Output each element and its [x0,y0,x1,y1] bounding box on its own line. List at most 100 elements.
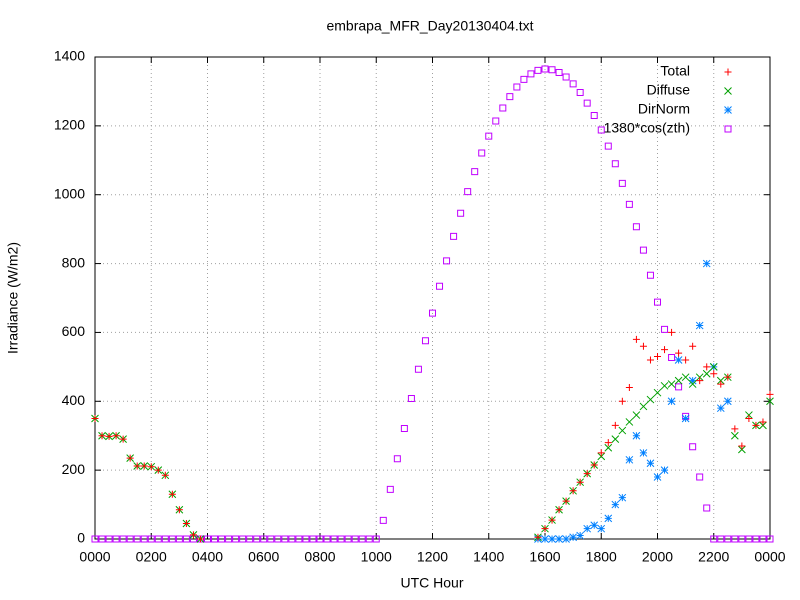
point [126,535,134,543]
point [421,337,429,345]
point [204,535,211,543]
point [724,373,732,381]
point [730,431,739,440]
y-tick-label: 1200 [54,117,85,133]
point [695,321,704,330]
point [639,402,648,411]
point [632,431,641,440]
point [717,380,725,388]
point [723,397,732,406]
point [218,535,226,543]
point [752,421,760,429]
point [429,309,436,317]
x-tick-label: 2000 [642,549,673,565]
point [716,404,725,413]
point [126,454,134,462]
point [766,397,774,406]
point [105,432,113,440]
point [569,487,577,495]
point [527,70,535,78]
point [541,65,549,73]
point [548,535,556,543]
point [639,246,647,254]
x-tick-label: 2200 [698,549,729,565]
x-tick-label: 1400 [473,549,504,565]
legend-label: Diffuse [647,82,691,98]
point [140,535,148,543]
point [344,535,352,543]
point [569,80,577,88]
point [548,516,556,524]
legend-label: Total [660,63,690,79]
point [464,188,472,196]
point [646,271,654,279]
point [98,432,106,440]
point [618,179,626,187]
point [689,342,697,350]
point [555,506,563,514]
point [583,470,591,478]
point [337,535,345,543]
x-tick-label: 1000 [361,549,392,565]
point [372,535,380,543]
point [632,411,641,419]
y-tick-label: 1400 [54,48,85,64]
point [618,426,627,435]
point [688,380,697,388]
point [91,415,99,422]
point [112,432,120,440]
point [133,535,141,543]
point [702,259,711,268]
point [654,353,661,361]
point [689,443,697,451]
point [330,535,338,543]
point [703,504,711,512]
point [724,535,732,543]
y-tick-label: 200 [62,461,86,477]
point [393,455,401,463]
point [576,531,585,540]
point [534,66,542,74]
legend-label: DirNorm [638,101,690,117]
point [702,369,711,378]
point [133,462,141,470]
point [696,473,704,481]
y-axis-label: Irradiance (W/m2) [5,242,21,354]
point [309,535,317,543]
x-tick-label: 0800 [304,549,335,565]
point [358,535,366,543]
point [112,535,120,543]
point [688,376,697,385]
point [590,461,598,469]
point [154,466,162,474]
point [710,370,718,378]
point [597,524,606,533]
point [604,439,612,447]
point [316,535,324,543]
x-tick-label: 0000 [754,549,785,565]
point [646,356,654,364]
legend-label: 1380*cos(zth) [604,120,690,136]
point [668,354,676,362]
legend-marker [724,106,732,114]
point [576,478,584,486]
y-tick-label: 1000 [54,185,85,201]
point [555,68,563,76]
point [660,381,669,390]
plot-border [94,56,771,540]
point [457,209,465,217]
x-tick-label: 0200 [136,549,167,565]
point [562,497,570,505]
point [569,533,577,542]
point [492,117,500,125]
point [98,535,106,543]
point [499,104,507,112]
point [147,463,155,471]
point [660,466,669,474]
point [351,535,359,543]
x-tick-label: 0600 [248,549,279,565]
point [625,418,634,426]
point [260,535,268,543]
point [611,421,619,429]
y-tick-label: 0 [77,530,85,546]
